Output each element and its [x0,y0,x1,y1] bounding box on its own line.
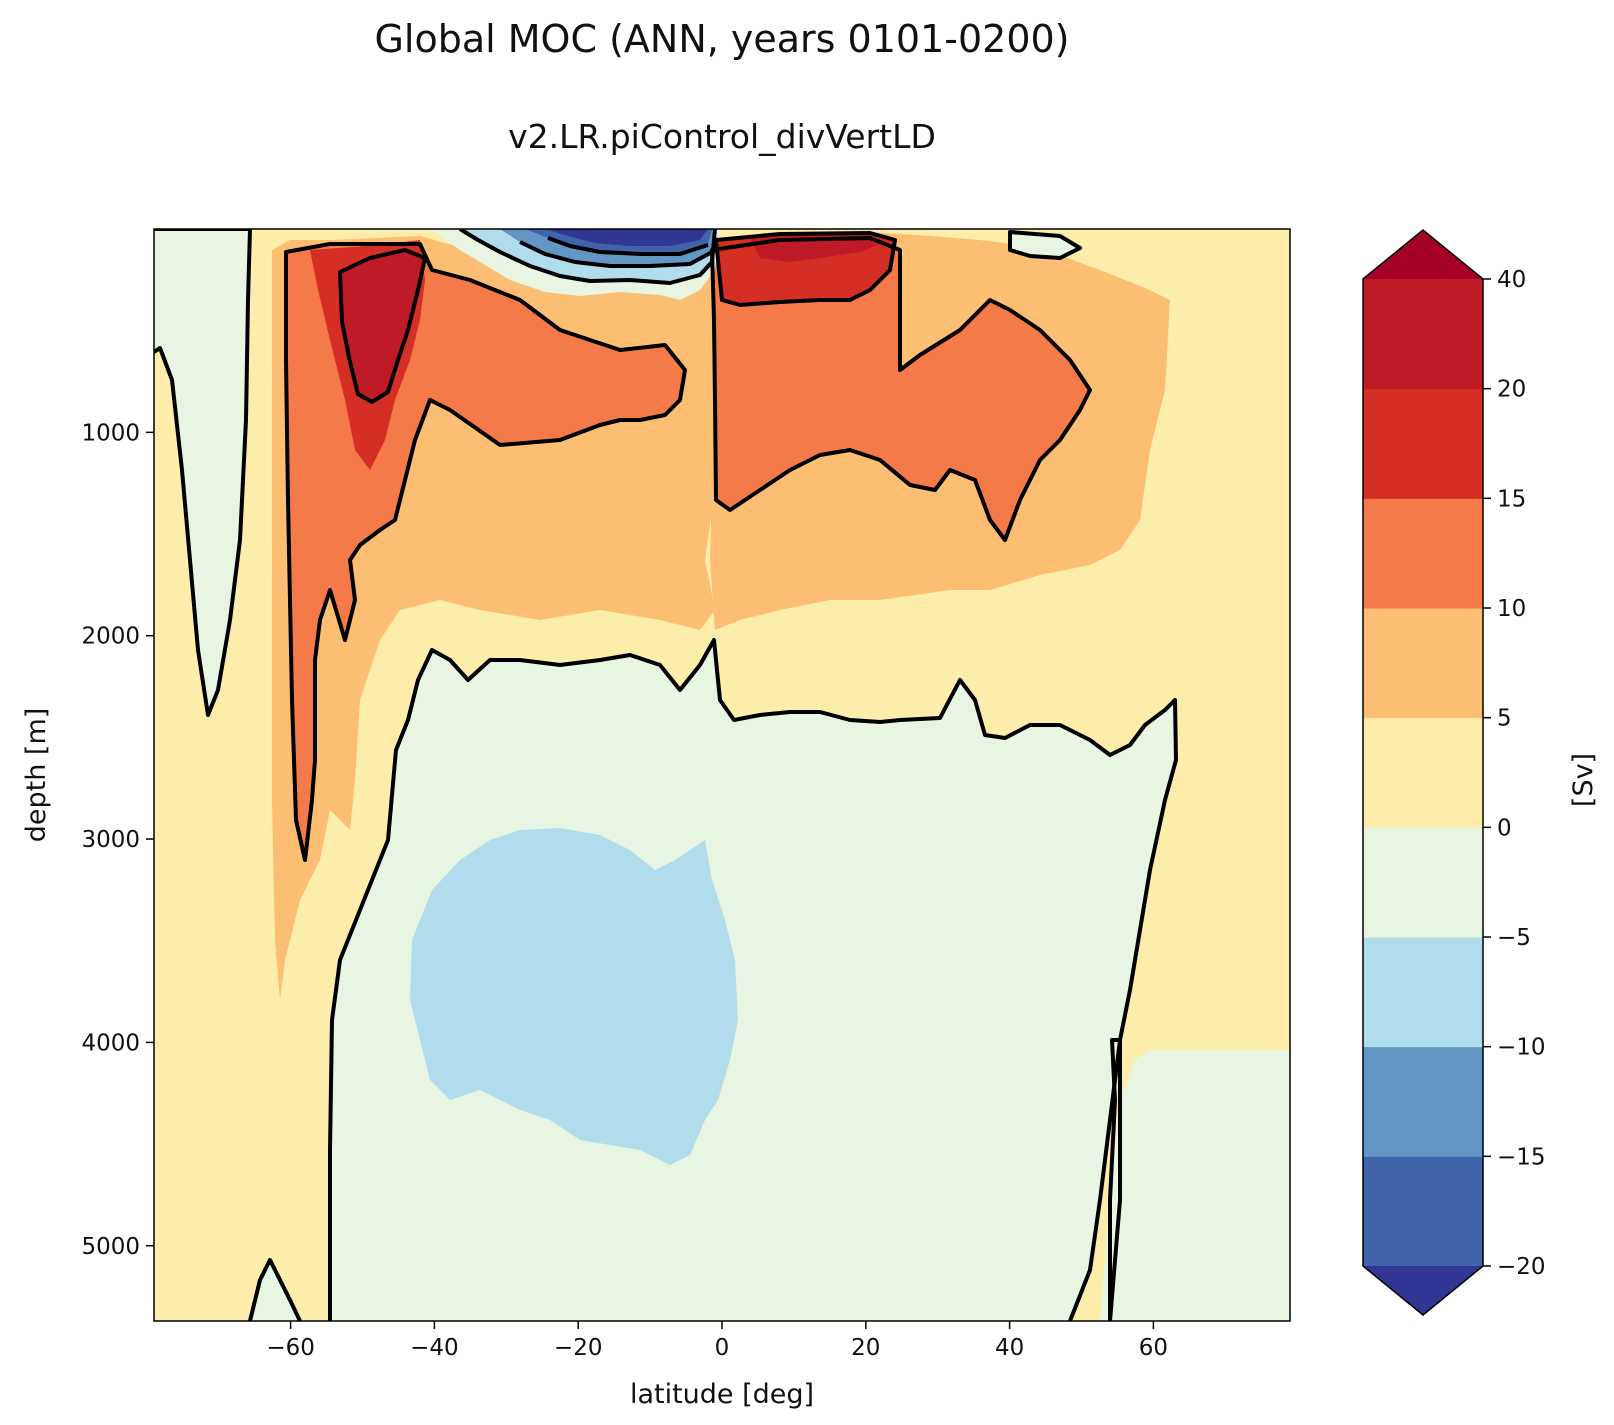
colorbar-tick-label: −20 [1497,1254,1546,1280]
x-tick-label: −60 [266,1335,315,1361]
chart-title: Global MOC (ANN, years 0101-0200) [374,17,1069,61]
contour-line-10-north [710,236,1092,542]
y-tick-label: 4000 [81,1030,140,1056]
field-neg20-tropic [545,229,708,246]
contour-line-neg15 [547,236,709,256]
y-axis: 1000 2000 3000 4000 5000 [81,420,154,1260]
colorbar: −20 −15 −10 −5 0 5 10 15 20 40 [1362,229,1546,1316]
x-tick-label: 60 [1139,1335,1168,1361]
contour-plot [154,229,1290,1321]
contour-line-0-deep [328,638,1178,1321]
field-neg-deep [330,640,1176,1321]
colorbar-extend-max [1363,230,1483,279]
field-neg-south [154,229,250,715]
colorbar-swatch [1363,717,1483,828]
x-tick-label: −20 [554,1335,603,1361]
contour-line-neg10 [519,240,713,268]
x-axis-label: latitude [deg] [630,1379,814,1410]
contour-lines [154,229,1178,1321]
colorbar-tick-label: −15 [1497,1144,1546,1170]
colorbar-swatch [1363,1046,1483,1157]
y-tick-label: 3000 [81,827,140,853]
field-20-40-south [340,250,425,402]
colorbar-swatch [1363,1156,1483,1267]
field-core-deep [410,828,738,1165]
colorbar-tick-label: 5 [1497,706,1512,732]
colorbar-swatch [1363,827,1483,938]
x-tick-label: 40 [995,1335,1024,1361]
colorbar-tick-label: 40 [1497,267,1526,293]
colorbar-tick-label: 0 [1497,815,1512,841]
colorbar-tick-label: −5 [1497,925,1531,951]
colorbar-tick-label: 10 [1497,596,1526,622]
colorbar-extend-min [1363,1266,1483,1315]
colorbar-swatch [1363,498,1483,609]
colorbar-swatch [1363,279,1483,390]
colorbar-tick-label: 15 [1497,486,1526,512]
contour-line-0-north-deep [1108,1038,1122,1321]
x-tick-label: −40 [410,1335,459,1361]
chart-subtitle: v2.LR.piControl_divVertLD [508,117,936,156]
field-neg-deep-north [1100,1050,1290,1321]
x-tick-label: 20 [851,1335,880,1361]
colorbar-label: [Sv] [1568,753,1599,807]
y-tick-label: 1000 [81,420,140,446]
x-axis: −60 −40 −20 0 20 40 60 [266,1321,1168,1361]
contour-line-neg5 [458,229,717,285]
y-tick-label: 5000 [81,1234,140,1260]
colorbar-tick-label: 20 [1497,377,1526,403]
contour-line-0-south [154,229,252,717]
colorbar-tick-label: −10 [1497,1035,1546,1061]
colorbar-swatch [1363,937,1483,1048]
x-tick-label: 0 [715,1335,730,1361]
contour-line-20-south [338,248,427,404]
contour-line-0-bottom [248,1258,302,1321]
y-tick-label: 2000 [81,624,140,650]
contour-line-10-south [284,242,687,862]
colorbar-swatch [1363,608,1483,719]
colorbar-swatch [1363,388,1483,499]
contour-line-20-north [714,231,897,307]
field-10-15-north [712,238,1090,540]
contour-line-0-north-blob [1008,230,1082,260]
y-axis-label: depth [m] [21,708,52,843]
